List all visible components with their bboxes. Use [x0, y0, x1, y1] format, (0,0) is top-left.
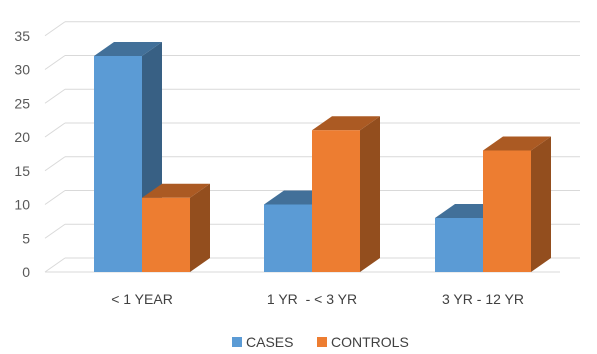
- x-category-label: 1 YR - < 3 YR: [267, 291, 357, 307]
- grid-line-diagonal: [44, 156, 66, 172]
- legend-label: CONTROLS: [331, 334, 409, 350]
- grid-line-diagonal: [44, 122, 66, 138]
- bar-front: [94, 56, 142, 272]
- y-tick-label: 10: [14, 197, 30, 213]
- bar-controls-0: [142, 183, 210, 272]
- bar-front: [435, 218, 483, 272]
- legend-item-cases: CASES: [232, 334, 293, 350]
- x-category-label: < 1 YEAR: [111, 291, 173, 307]
- y-tick-label: 35: [14, 28, 30, 44]
- y-tick-label: 25: [14, 95, 30, 111]
- x-axis-categories: < 1 YEAR 1 YR - < 3 YR 3 YR - 12 YR: [111, 291, 524, 307]
- y-tick-label: 30: [14, 62, 30, 78]
- bar-top: [483, 136, 551, 151]
- grid-line-diagonal: [44, 223, 66, 239]
- y-axis-ticks: 0 5 10 15 20 25 30 35: [14, 28, 30, 280]
- bar-controls-1: [312, 116, 380, 272]
- bar-top: [94, 42, 162, 56]
- grid-line-diagonal: [44, 190, 66, 205]
- legend-swatch: [317, 337, 327, 347]
- bar-front: [142, 197, 190, 272]
- bars: [94, 42, 551, 272]
- bar-controls-2: [483, 136, 551, 272]
- grid-line-diagonal: [44, 55, 66, 70]
- bar-side: [531, 136, 551, 272]
- bar-top: [142, 183, 210, 198]
- bar-top: [312, 116, 380, 131]
- grid-line-diagonal: [44, 21, 66, 37]
- y-tick-label: 5: [22, 230, 30, 246]
- grid-line-diagonal: [44, 88, 66, 104]
- x-category-label: 3 YR - 12 YR: [442, 291, 524, 307]
- y-tick-label: 20: [14, 129, 30, 145]
- bar-front: [312, 130, 360, 272]
- legend-label: CASES: [246, 334, 293, 350]
- y-tick-label: 15: [14, 163, 30, 179]
- bar-front: [264, 204, 312, 272]
- legend-swatch: [232, 337, 242, 347]
- bar-side: [360, 116, 380, 272]
- bar-front: [483, 150, 531, 272]
- legend: CASES CONTROLS: [232, 334, 409, 350]
- legend-item-controls: CONTROLS: [317, 334, 409, 350]
- y-tick-label: 0: [22, 264, 30, 280]
- bar-side: [190, 183, 210, 272]
- grid-line-diagonal: [44, 257, 66, 273]
